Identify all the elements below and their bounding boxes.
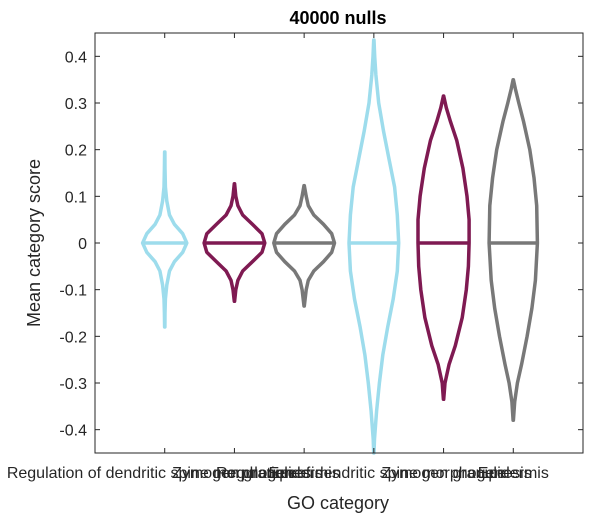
chart-title: 40000 nulls [289,8,386,28]
y-tick-label: -0.4 [59,423,87,440]
y-axis: -0.4 -0.3 -0.2 -0.1 0 0.1 0.2 0.3 0.4 [59,49,583,440]
x-axis-title: GO category [287,493,389,513]
violin-outline [416,94,471,402]
violin [416,94,471,402]
violin-outline [202,181,267,304]
y-tick-label: -0.1 [59,283,87,300]
y-tick-label: 0.4 [65,49,87,66]
violin [487,77,540,423]
violin-outline [140,150,189,329]
y-tick-label: -0.3 [59,376,87,393]
violin-outline [347,38,401,455]
x-tick-label: Epidermis [478,465,549,482]
x-tick-label: Epidermis [269,465,340,482]
x-axis: Regulation of dendritic spine morphogene… [7,33,549,482]
x-tick-label: Zymogen granule [172,465,297,482]
violin [347,38,401,455]
violin [202,181,267,304]
violin [272,183,337,308]
x-tick-label: Regulation of dendritic spine morphogene… [7,465,323,482]
y-axis-title: Mean category score [24,159,44,327]
violin-outline [487,77,540,423]
x-tick-label: Zymogen granule [381,465,506,482]
x-tick-label: Regulation of dendritic spine morphogene… [216,465,532,482]
y-tick-label: 0.2 [65,143,87,160]
violins-group [140,38,540,455]
violin-outline [272,183,337,308]
y-tick-label: 0 [78,236,87,253]
plot-frame [94,32,584,454]
y-tick-label: 0.3 [65,96,87,113]
plot-area [94,32,584,454]
violin [140,150,189,329]
y-tick-label: -0.2 [59,329,87,346]
y-tick-label: 0.1 [65,189,87,206]
